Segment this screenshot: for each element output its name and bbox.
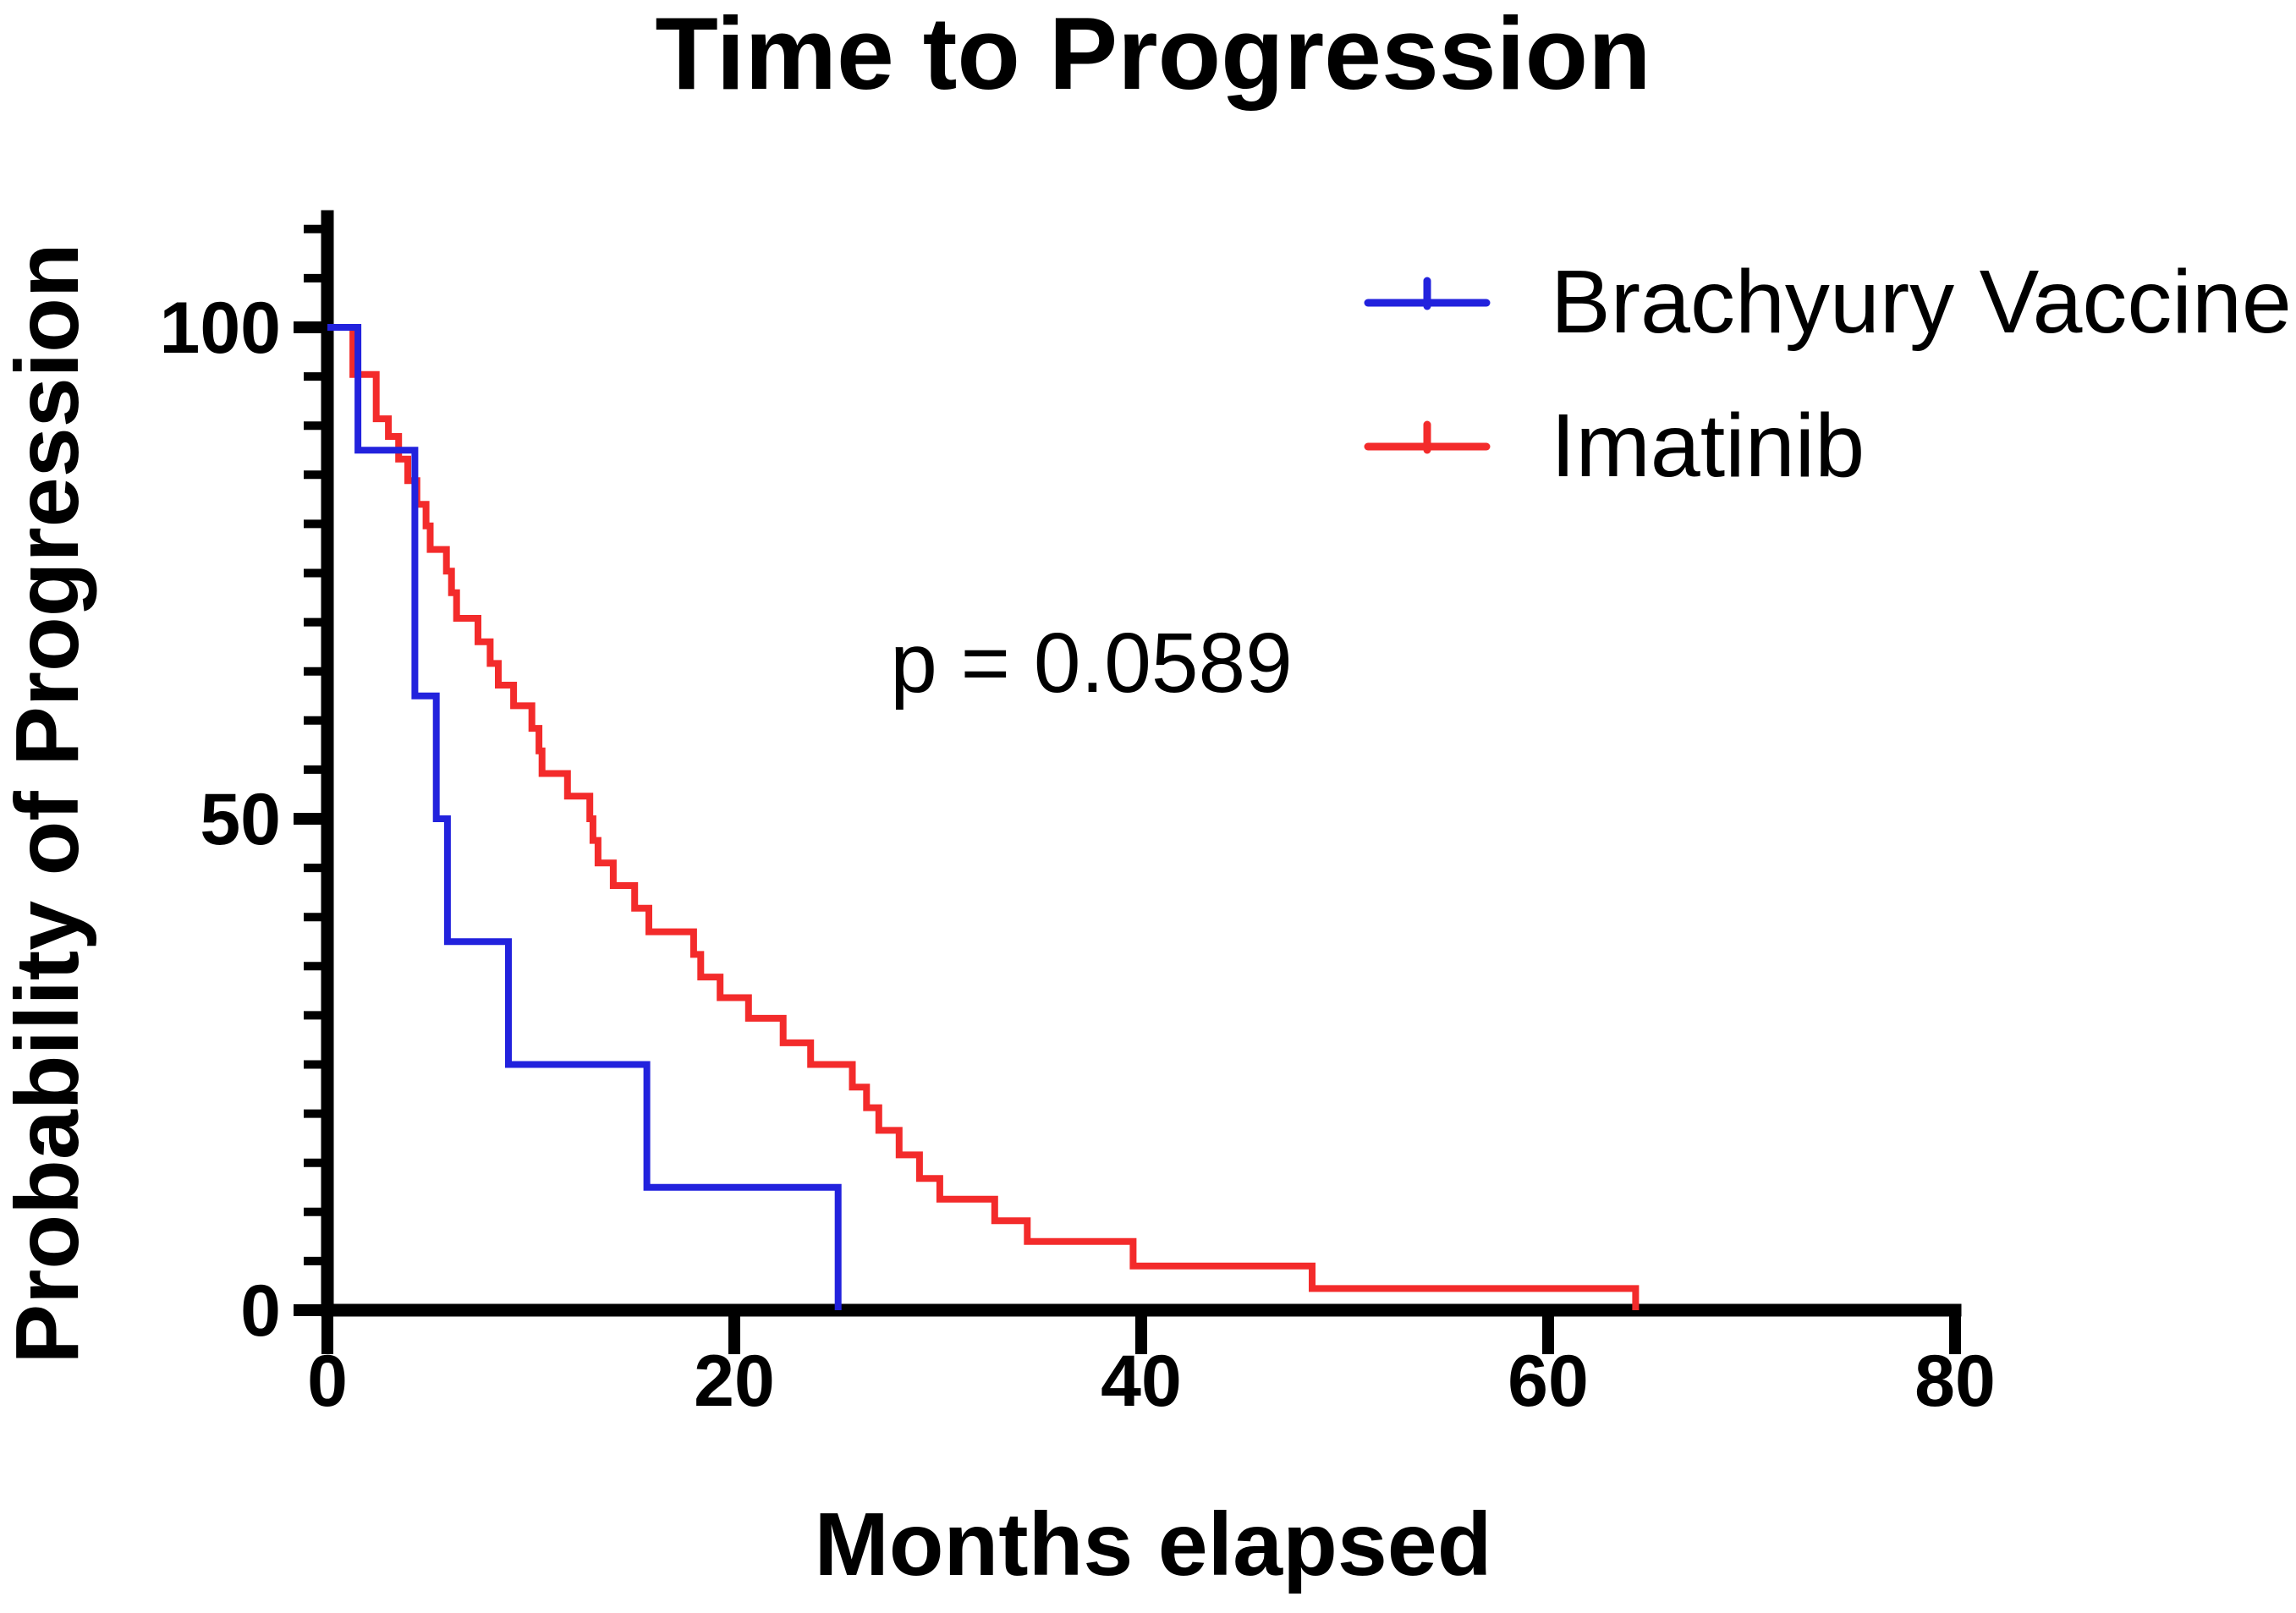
chart-title: Time to Progression	[655, 0, 1651, 111]
y-tick-label: 50	[200, 779, 281, 860]
survival-curves	[327, 324, 1640, 1310]
x-axis-label: Months elapsed	[814, 1495, 1491, 1594]
y-axis-label: Probability of Progression	[0, 243, 97, 1363]
legend-item: Imatinib	[1364, 396, 1865, 496]
y-tick-label: 100	[160, 288, 282, 369]
x-tick-label: 80	[1914, 1341, 1996, 1422]
legend-label: Imatinib	[1551, 396, 1865, 496]
x-tick-label: 20	[694, 1341, 775, 1422]
legend-label: Brachyury Vaccine	[1551, 252, 2292, 352]
series-brachyury-vaccine	[327, 324, 842, 1310]
x-tick-label: 40	[1101, 1341, 1182, 1422]
x-tick-label: 0	[307, 1341, 348, 1422]
legend-item: Brachyury Vaccine	[1364, 252, 2292, 352]
p-value-annotation: p = 0.0589	[890, 616, 1292, 710]
series-imatinib	[327, 324, 1640, 1310]
legend: Brachyury Vaccine Imatinib	[1364, 252, 2292, 496]
axes: 0 50 100 0 20 40 60 80	[160, 210, 1996, 1422]
x-tick-label: 60	[1508, 1341, 1589, 1422]
y-tick-label: 0	[240, 1270, 281, 1352]
